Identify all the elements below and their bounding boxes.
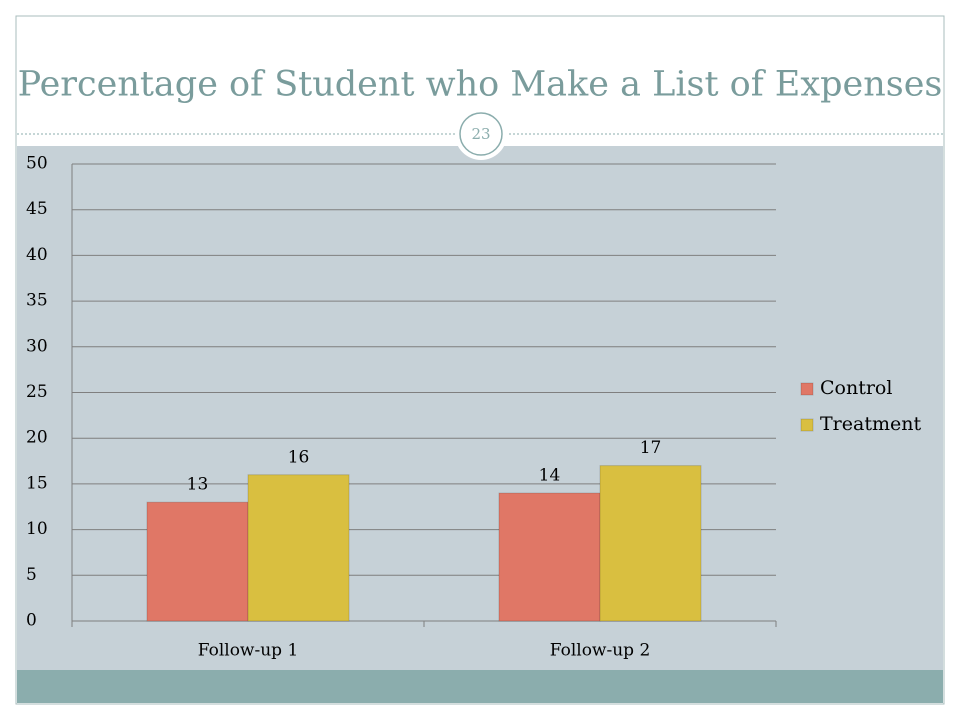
slide-number: 23 — [471, 125, 490, 143]
y-tick-label: 20 — [26, 428, 48, 448]
y-tick-label: 30 — [26, 336, 48, 356]
legend-label: Treatment — [820, 413, 921, 435]
legend-label: Control — [820, 377, 892, 399]
bar — [498, 492, 601, 622]
legend-swatch — [800, 382, 814, 396]
slide-number-ring — [459, 112, 503, 156]
y-tick-label: 10 — [26, 519, 48, 539]
y-tick-label: 0 — [26, 611, 37, 631]
value-label: 13 — [187, 475, 209, 495]
y-tick-label: 15 — [26, 473, 48, 493]
chart-title: Percentage of Student who Make a List of… — [18, 65, 943, 105]
y-tick-label: 50 — [26, 154, 48, 174]
y-tick-label: 5 — [26, 565, 37, 585]
value-label: 16 — [288, 447, 310, 467]
bar — [599, 465, 702, 622]
bar — [247, 474, 350, 622]
value-label: 17 — [640, 438, 662, 458]
y-tick-label: 45 — [26, 199, 48, 219]
x-tick-label: Follow-up 2 — [550, 641, 651, 661]
y-tick-label: 40 — [26, 245, 48, 265]
y-tick-label: 25 — [26, 382, 48, 402]
value-label: 14 — [539, 466, 561, 486]
legend-swatch — [800, 418, 814, 432]
x-tick-label: Follow-up 1 — [198, 641, 299, 661]
footer-band — [17, 670, 943, 703]
y-tick-label: 35 — [26, 291, 48, 311]
bar — [146, 501, 249, 622]
